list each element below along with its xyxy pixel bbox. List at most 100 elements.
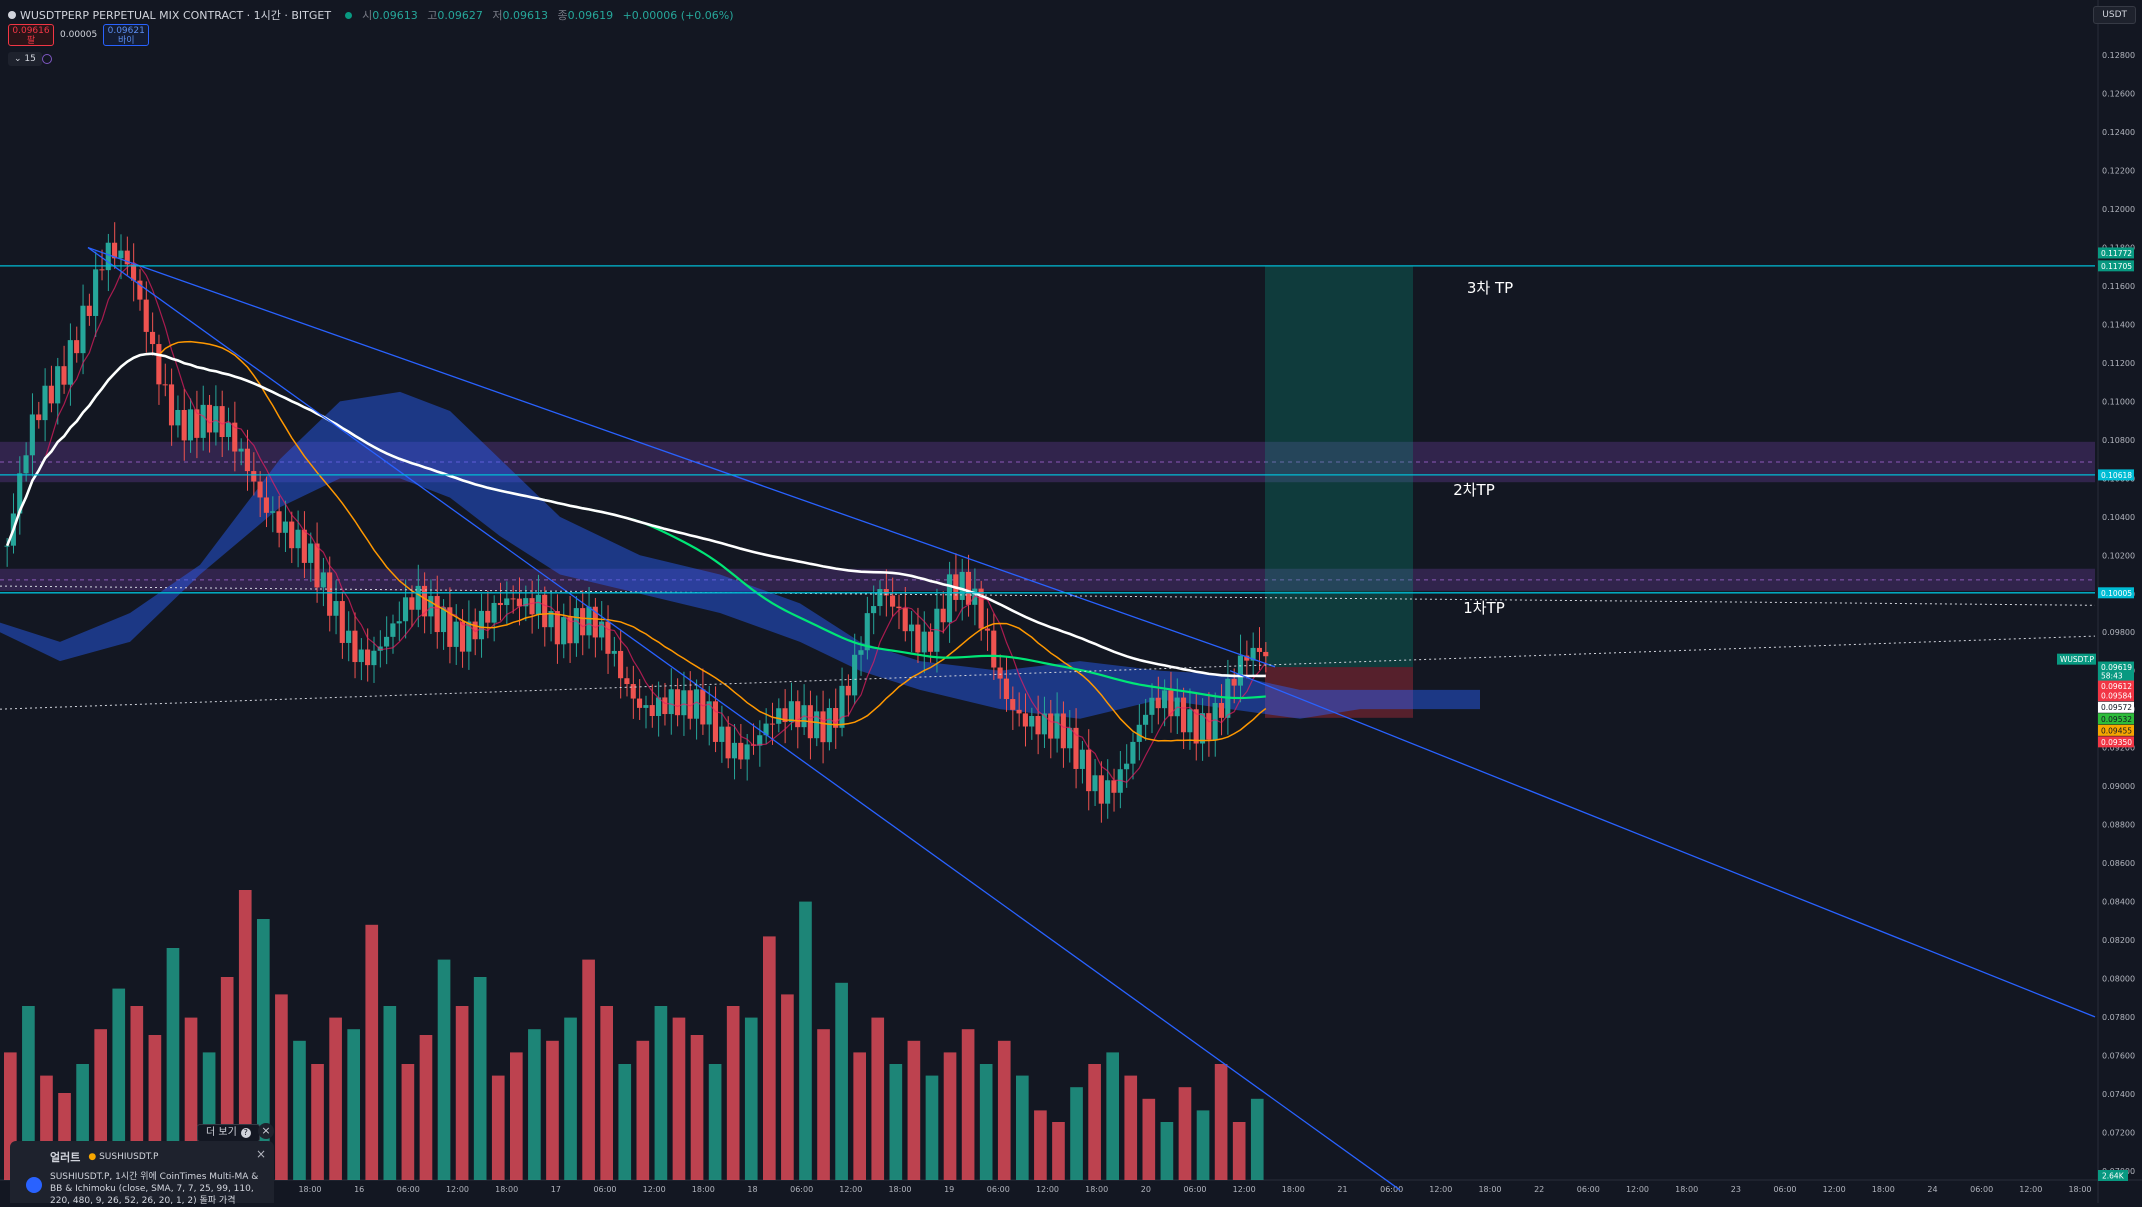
indicator-toggle[interactable]: ⌄ 15	[8, 52, 42, 66]
candle-body	[554, 611, 560, 645]
candle-body	[1130, 741, 1136, 764]
candle-body	[738, 742, 744, 760]
alert-symbol: SUSHIUSDT.P	[88, 1152, 158, 1162]
candle-body	[1067, 727, 1073, 749]
price-tag	[2098, 260, 2134, 272]
candle-body	[757, 735, 763, 746]
candle-body	[213, 406, 219, 433]
candle-body	[523, 598, 529, 607]
price-tag	[2098, 247, 2134, 259]
volume-bar	[600, 1006, 614, 1180]
candle-body	[1048, 713, 1054, 739]
sell-button[interactable]: 0.09616 팔	[8, 24, 54, 46]
alert-message: SUSHIUSDT.P, 1시간 위에 CoinTimes Multi-MA &…	[50, 1172, 259, 1206]
candle-body	[485, 610, 491, 623]
time-axis-label: 22	[1534, 1185, 1544, 1194]
volume-bar	[835, 982, 848, 1180]
volume-bar	[1016, 1075, 1029, 1180]
candle-body	[1256, 647, 1262, 652]
candle-body	[181, 409, 187, 441]
candle-body	[415, 585, 421, 610]
candle-body	[649, 705, 655, 717]
chart-title[interactable]: WUSDTPERP PERPETUAL MIX CONTRACT · 1시간 ·…	[20, 9, 332, 22]
volume-bar	[799, 901, 812, 1180]
alert-close-icon[interactable]: ×	[255, 1147, 266, 1161]
candle-body	[314, 543, 320, 588]
candle-body	[719, 726, 725, 742]
volume-bar	[491, 1075, 505, 1180]
volume-bar	[979, 1064, 993, 1180]
price-axis-label: 0.08800	[2102, 821, 2135, 830]
candle-body	[289, 521, 295, 549]
candle-body	[402, 597, 409, 622]
candle-body	[308, 543, 314, 563]
candle-body	[618, 650, 624, 679]
candle-body	[225, 422, 231, 438]
candle-body	[630, 684, 636, 699]
volume-bar	[22, 1006, 35, 1180]
candle-body	[149, 331, 156, 345]
price-tag	[2098, 690, 2134, 702]
more-button[interactable]: 더 보기?	[197, 1124, 260, 1142]
currency-selector[interactable]: USDT	[2093, 6, 2136, 24]
time-axis-label: 06:00	[1773, 1185, 1796, 1194]
position-profit-zone	[1265, 265, 1413, 668]
tp-label: 3차 TP	[1467, 279, 1513, 297]
volume-bar	[781, 994, 794, 1180]
candle-body	[548, 611, 554, 628]
symbol-tag	[2057, 653, 2096, 665]
price-axis-label: 0.11000	[2102, 397, 2135, 406]
candle-body	[1263, 651, 1269, 657]
candle-body	[662, 697, 668, 715]
price-tag-text: 0.09350	[2101, 738, 2132, 747]
price-axis-label: 0.10400	[2102, 513, 2135, 522]
price-axis-label: 0.12600	[2102, 90, 2135, 99]
volume-bar	[925, 1075, 939, 1180]
volume-bar	[510, 1052, 523, 1180]
candle-body	[700, 689, 706, 725]
tp-label: 2차TP	[1453, 481, 1495, 499]
volume-bar	[997, 1040, 1011, 1180]
candle-body	[858, 650, 864, 655]
indicator-settings-icon[interactable]	[42, 54, 52, 64]
time-axis-label: 19	[944, 1185, 954, 1194]
candle-body	[725, 726, 731, 759]
volume-bar	[618, 1064, 632, 1180]
price-tag-text: 0.09612	[2101, 682, 2132, 691]
volume-bar	[546, 1040, 559, 1180]
volume-bar	[1250, 1098, 1264, 1180]
price-tag-text: 58:43	[2101, 672, 2123, 681]
price-tag-text: 0.10618	[2101, 471, 2132, 480]
volume-bar	[1034, 1110, 1047, 1180]
candle-body	[61, 366, 67, 385]
time-axis-label: 06:00	[397, 1185, 420, 1194]
price-tag-text: 0.11772	[2101, 249, 2132, 258]
candle-body	[358, 649, 364, 663]
volume-bar	[708, 1064, 722, 1180]
time-axis-label: 18:00	[2068, 1185, 2091, 1194]
volume-bar	[853, 1052, 867, 1180]
candle-body	[510, 598, 516, 600]
volume-bar	[238, 890, 252, 1180]
candle-body	[162, 384, 168, 386]
close-icon[interactable]: ×	[258, 1123, 274, 1139]
time-axis-label: 12:00	[1036, 1185, 1059, 1194]
price-axis-label: 0.12200	[2102, 167, 2135, 176]
price-axis-label: 0.08000	[2102, 974, 2135, 983]
buy-button[interactable]: 0.09621 바이	[103, 24, 150, 46]
price-axis-label: 0.07600	[2102, 1051, 2135, 1060]
time-axis-label: 12:00	[1823, 1185, 1846, 1194]
volume-bar	[257, 919, 270, 1180]
candle-body	[605, 621, 611, 654]
trendline-steep	[87, 247, 1401, 1191]
price-axis-label: 0.11600	[2102, 282, 2135, 291]
candle-body	[168, 384, 175, 426]
candle-body	[599, 621, 605, 638]
alert-toast[interactable]: 얼러트 SUSHIUSDT.P × SUSHIUSDT.P, 1시간 위에 Co…	[10, 1141, 274, 1206]
volume-bar	[293, 1040, 306, 1180]
price-axis-label: 0.07800	[2102, 1013, 2135, 1022]
candle-body	[80, 305, 86, 354]
volume-bar	[726, 1006, 740, 1180]
time-axis-label: 06:00	[593, 1185, 616, 1194]
